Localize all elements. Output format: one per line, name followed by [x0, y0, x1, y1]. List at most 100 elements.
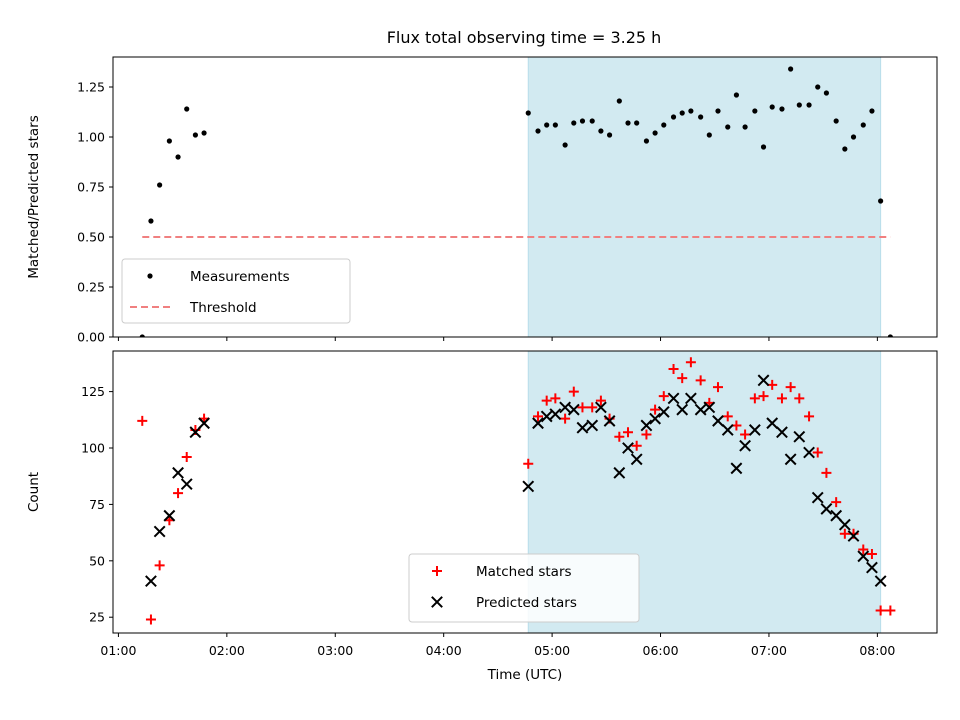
matched-star-point [776, 393, 787, 404]
predicted-star-point [613, 466, 626, 479]
matched-star-point [631, 440, 642, 451]
y-tick-label: 0.50 [77, 230, 105, 245]
y-tick-label: 75 [89, 497, 105, 512]
x-tick-label: 02:00 [209, 643, 245, 658]
matched-star-point [650, 404, 661, 415]
predicted-star-point [793, 430, 806, 443]
predicted-star-point [657, 406, 670, 418]
measurement-point [157, 182, 163, 188]
matched-star-point [145, 614, 156, 625]
matched-star-point [740, 429, 751, 440]
matched-star-point [749, 393, 760, 404]
matched-star-point [821, 467, 832, 478]
predicted-star-point [721, 424, 734, 436]
predicted-star-point [640, 419, 653, 432]
matched-star-point [785, 382, 796, 393]
x-tick-label: 04:00 [426, 643, 462, 658]
matched-star-point [587, 402, 598, 413]
predicted-star-point [559, 401, 572, 414]
predicted-star-point [676, 403, 689, 416]
predicted-star-point [838, 518, 851, 531]
measurement-point [535, 128, 541, 134]
legend: Measurements Threshold [121, 258, 351, 324]
y-tick-label: 1.25 [77, 80, 105, 95]
matched-star-point [758, 391, 769, 402]
predicted-star-point [180, 478, 193, 491]
measurement-point [860, 122, 866, 128]
measurement-point [679, 110, 685, 116]
y-tick-label: 100 [81, 441, 105, 456]
predicted-star-point [603, 415, 616, 427]
measurement-point [779, 106, 785, 112]
predicted-star-point [622, 442, 634, 454]
predicted-star-point [163, 509, 176, 522]
matched-star-point [154, 560, 165, 571]
measurement-point [525, 110, 531, 116]
measurement-point [634, 120, 640, 126]
y-axis-label: Count [26, 472, 42, 512]
measurement-point [670, 114, 677, 120]
plot-area [137, 357, 896, 625]
predicted-star-point [874, 575, 887, 588]
predicted-star-point [766, 417, 779, 430]
legend-measurement-swatch [147, 273, 153, 279]
measurement-point [552, 122, 558, 128]
measurement-point [139, 334, 145, 337]
matched-star-point [533, 411, 544, 422]
predicted-star-point [649, 412, 662, 425]
measurement-point [698, 114, 704, 120]
predicted-star-point [549, 408, 562, 421]
matched-star-point [577, 402, 588, 413]
matched-star-point [875, 605, 886, 616]
measurement-point [725, 124, 731, 130]
legend-label: Predicted stars [476, 595, 577, 611]
measurement-point [788, 66, 794, 72]
measurement-point [166, 138, 172, 144]
measurement-point [606, 132, 613, 138]
measurement-point [643, 138, 650, 144]
predicted-star-point [730, 462, 743, 475]
predicted-star-point [748, 424, 761, 436]
y-tick-label: 125 [81, 384, 105, 399]
matched-star-point [866, 549, 877, 560]
y-tick-label: 25 [89, 610, 105, 625]
matched-star-point [595, 395, 606, 406]
measurement-point [175, 154, 181, 160]
measurement-point [192, 132, 198, 138]
predicted-star-point [540, 410, 553, 423]
predicted-star-point [198, 417, 210, 430]
x-tick-label: 03:00 [317, 643, 353, 658]
matched-star-point [722, 411, 733, 422]
predicted-star-point [739, 439, 752, 452]
predicted-star-point [522, 480, 535, 493]
measurement-point [579, 118, 586, 124]
measurement-point [598, 128, 604, 134]
legend-label: Measurements [190, 269, 290, 285]
matched-star-point [181, 452, 192, 463]
matched-star-point [568, 386, 579, 397]
legend: Matched stars Predicted stars [408, 553, 640, 623]
panel-2: 25 50 75 100 125 01:00 02:00 03:00 04:00 05:00 06:… [26, 350, 938, 683]
predicted-star-point [567, 403, 580, 416]
x-axis-label: Time (UTC) [487, 667, 563, 683]
matched-star-point [839, 528, 850, 539]
measurement-point [688, 108, 694, 114]
matched-star-point [812, 447, 823, 458]
y-tick-label: 0.75 [77, 180, 105, 195]
measurement-point [742, 124, 748, 130]
legend-label: Matched stars [476, 564, 572, 580]
measurement-point [544, 122, 550, 128]
predicted-star-point [776, 426, 788, 439]
predicted-star-point [757, 374, 770, 387]
predicted-star-point [847, 530, 860, 542]
predicted-star-point [576, 421, 589, 434]
measurement-point [661, 122, 667, 128]
chart-title: Flux total observing time = 3.25 h [387, 28, 662, 47]
predicted-star-point [532, 417, 544, 430]
measurement-point [625, 120, 631, 126]
plot-frame [112, 350, 938, 634]
matched-star-point [623, 427, 633, 438]
legend-matched-swatch [432, 566, 442, 576]
x-tick-label: 01:00 [100, 643, 136, 658]
measurement-point [562, 142, 568, 148]
